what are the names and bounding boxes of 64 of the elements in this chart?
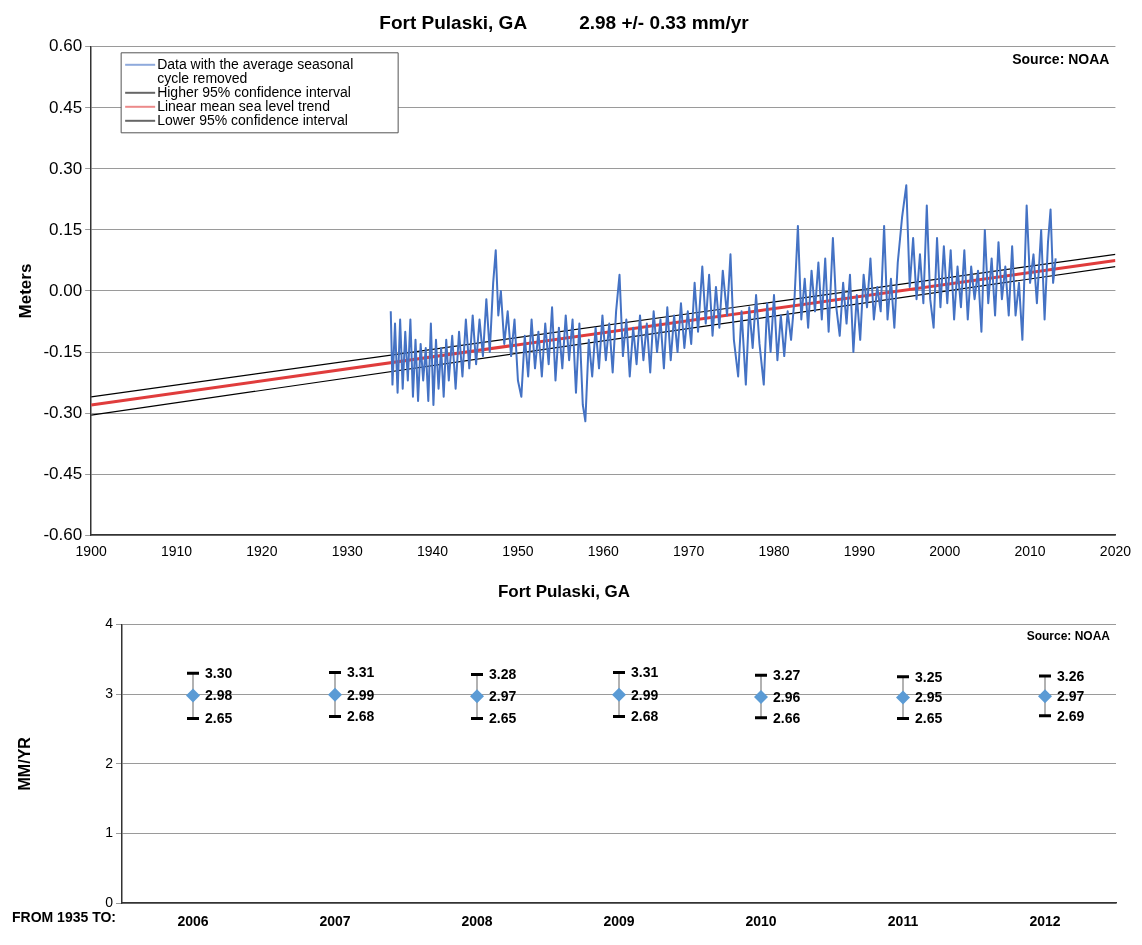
chart-title: Fort Pulaski, GA 2.98 +/- 0.33 mm/yr [379,11,750,33]
annotation: Source: NOAA [1026,628,1111,643]
x-tick-label: 2009 [603,913,635,930]
x-tick-label: 2020 [1099,543,1132,560]
annotation: 2.65 [915,710,943,727]
x-tick-label: 1950 [502,543,534,560]
legend-label: Lower 95% confidence interval [157,111,348,128]
x-tick-label: 1910 [160,543,193,560]
annotation: 2.65 [205,710,233,727]
annotation: 2.65 [489,710,517,727]
annotation: Source: NOAA [1012,50,1110,67]
y-tick-label: 0.45 [49,97,83,117]
x-tick-label: 1960 [587,543,620,560]
x-tick-label: 2000 [929,543,961,560]
data-label: 2.97 [1057,688,1085,705]
annotation: 3.31 [631,664,659,681]
y-tick-label: -0.15 [43,341,83,361]
legend-label: Data with the average seasonal cycle removed [157,55,354,86]
x-tick-label: 1980 [758,543,790,560]
y-tick-label: -0.30 [43,402,83,422]
y-tick-label: -0.60 [43,524,83,544]
y-tick-label: 0.15 [49,219,83,239]
y-tick-label: 0.60 [49,36,83,56]
x-tick-label: 1940 [417,543,449,560]
annotation: 2.68 [347,708,375,725]
annotation: 3.31 [347,664,375,681]
data-label: 2.95 [915,689,943,706]
x-tick-label: 2010 [745,913,777,930]
y-tick-label: -0.45 [43,463,83,483]
x-axis-title: FROM 1935 TO: [12,909,116,926]
x-tick-label: 1920 [246,543,278,560]
annotation: 3.28 [489,666,517,683]
data-label: 2.98 [205,687,233,704]
annotation: 2.66 [773,709,801,726]
y-tick-label: 1 [105,824,114,841]
annotation: 3.27 [773,667,801,684]
data-label: 2.99 [631,686,659,703]
y-tick-label: 0.30 [49,158,83,178]
x-tick-label: 2007 [319,913,351,930]
x-tick-label: 2006 [177,913,209,930]
y-axis-title: Meters [15,263,35,319]
y-tick-label: 2 [105,754,114,771]
annotation: 3.26 [1057,667,1085,684]
annotation: 3.25 [915,668,943,685]
annotation: 3.30 [205,665,233,682]
data-label: 2.99 [347,686,375,703]
y-tick-label: 4 [105,615,114,632]
y-tick-label: 0.00 [49,280,83,300]
annotation: 2.69 [1057,707,1085,724]
chart-title: Fort Pulaski, GA [497,581,631,601]
x-tick-label: 2010 [1014,543,1046,560]
y-axis-title: MM/YR [16,736,34,791]
y-tick-label: 3 [105,684,114,701]
x-tick-label: 2011 [887,913,919,930]
x-tick-label: 1990 [843,543,876,560]
annotation: 2.68 [631,708,659,725]
x-tick-label: 1970 [673,543,705,560]
x-tick-label: 2012 [1029,913,1061,930]
x-tick-label: 2008 [461,913,493,930]
x-tick-label: 1930 [331,543,363,560]
data-label: 2.97 [489,688,517,705]
x-tick-label: 1900 [75,543,107,560]
y-tick-label: 0 [105,894,114,911]
data-label: 2.96 [773,688,801,705]
